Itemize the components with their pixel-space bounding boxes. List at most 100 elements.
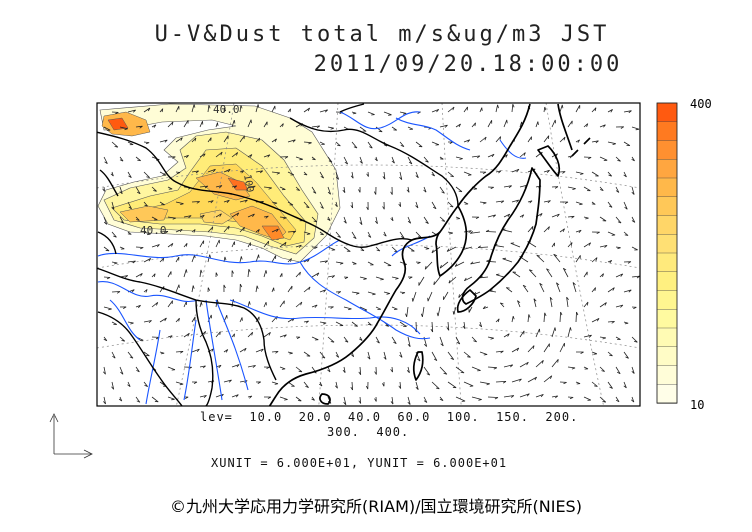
- wind-vector: [487, 120, 493, 128]
- wind-vector: [295, 156, 303, 161]
- colorbar-swatch: [656, 384, 678, 404]
- wind-vector: [119, 126, 128, 131]
- wind-vector: [591, 171, 599, 177]
- wind-vector: [318, 381, 323, 387]
- wind-vector: [623, 289, 632, 293]
- wind-vector: [519, 214, 525, 218]
- wind-vector: [319, 321, 327, 325]
- wind-vector: [405, 306, 409, 318]
- wind-vector: [631, 336, 638, 343]
- wind-vector: [407, 216, 412, 224]
- wind-vector: [191, 229, 196, 233]
- wind-vector: [623, 381, 627, 389]
- wind-vector: [535, 328, 541, 338]
- wind-vector: [358, 396, 362, 404]
- wind-vector: [263, 215, 269, 219]
- wind-vector: [615, 156, 621, 162]
- wind-vector: [327, 336, 335, 343]
- wind-vector: [263, 301, 267, 308]
- wind-vector: [367, 351, 371, 360]
- wind-vector: [559, 342, 565, 353]
- colorbar-min-label: 10: [690, 398, 705, 412]
- wind-vector: [159, 171, 167, 176]
- wind-vector: [463, 230, 472, 234]
- wind-vector: [447, 351, 455, 360]
- wind-vector: [486, 259, 497, 263]
- wind-vector: [463, 106, 468, 113]
- wind-vector: [199, 153, 206, 158]
- wind-vector: [215, 331, 221, 338]
- wind-vector: [423, 396, 428, 403]
- wind-vector: [495, 170, 502, 174]
- wind-vector: [535, 121, 539, 128]
- wind-vector: [503, 119, 508, 128]
- wind-vector: [215, 185, 223, 189]
- wind-vector: [599, 124, 606, 128]
- wind-vector: [551, 327, 556, 338]
- wind-vector: [199, 214, 205, 219]
- wind-vector: [358, 366, 362, 376]
- wind-vector: [103, 246, 110, 252]
- wind-vector: [567, 366, 576, 370]
- wind-vector: [111, 141, 119, 148]
- contour-levels-line1: lev= 10.0 20.0 40.0 60.0 100. 150. 200.: [200, 410, 579, 424]
- wind-vector: [511, 315, 515, 323]
- wind-vector: [631, 186, 635, 195]
- wind-vector: [431, 171, 436, 177]
- wind-vector: [247, 331, 254, 338]
- colorbar-max-label: 400: [690, 97, 712, 111]
- wind-vector: [255, 348, 264, 353]
- wind-vector: [519, 361, 529, 368]
- colorbar-swatch: [656, 121, 678, 142]
- wind-vector: [279, 156, 289, 159]
- wind-vector: [448, 276, 457, 284]
- wind-vector: [151, 244, 160, 248]
- wind-vector: [583, 396, 592, 401]
- wind-vector: [135, 366, 140, 373]
- wind-vector: [447, 201, 454, 208]
- colorbar-swatch: [656, 290, 678, 310]
- wind-vector: [279, 300, 285, 308]
- wind-vector: [479, 107, 483, 113]
- wind-vector: [111, 231, 117, 238]
- wind-vector: [411, 291, 417, 302]
- wind-vector: [575, 139, 581, 143]
- wind-vector: [334, 381, 338, 389]
- wind-vector: [527, 200, 533, 204]
- wind-vector: [575, 255, 581, 263]
- grid-line: [97, 164, 640, 189]
- wind-vector: [406, 186, 410, 193]
- wind-vector: [167, 271, 172, 278]
- wind-vector: [374, 216, 378, 224]
- wind-vector: [543, 135, 550, 143]
- wind-vector: [343, 156, 349, 165]
- wind-vector: [159, 317, 167, 323]
- wind-vector: [365, 381, 369, 390]
- wind-vector: [567, 242, 573, 248]
- wind-vector: [287, 139, 296, 143]
- wind-vector: [382, 171, 386, 180]
- wind-vector: [543, 169, 550, 173]
- wind-vector: [159, 351, 165, 355]
- wind-vector: [111, 321, 117, 325]
- wind-vector: [247, 268, 251, 278]
- wind-vector: [119, 336, 126, 342]
- wind-vector: [127, 321, 134, 325]
- wind-vector: [479, 171, 487, 175]
- wind-vector: [159, 108, 164, 113]
- wind-vector: [390, 396, 394, 405]
- wind-vector: [231, 185, 238, 189]
- wind-vector: [247, 242, 251, 248]
- wind-vector: [375, 276, 384, 281]
- wind-vector: [439, 124, 448, 128]
- wind-vector: [407, 336, 411, 348]
- wind-vector: [359, 336, 363, 341]
- wind-vector: [375, 246, 381, 252]
- wind-vector: [487, 186, 494, 190]
- wind-vector: [335, 291, 342, 294]
- wind-vector: [479, 136, 487, 143]
- wind-vector: [311, 336, 319, 341]
- wind-vector: [183, 242, 188, 248]
- wind-vector: [183, 332, 190, 338]
- wind-vector: [279, 334, 287, 338]
